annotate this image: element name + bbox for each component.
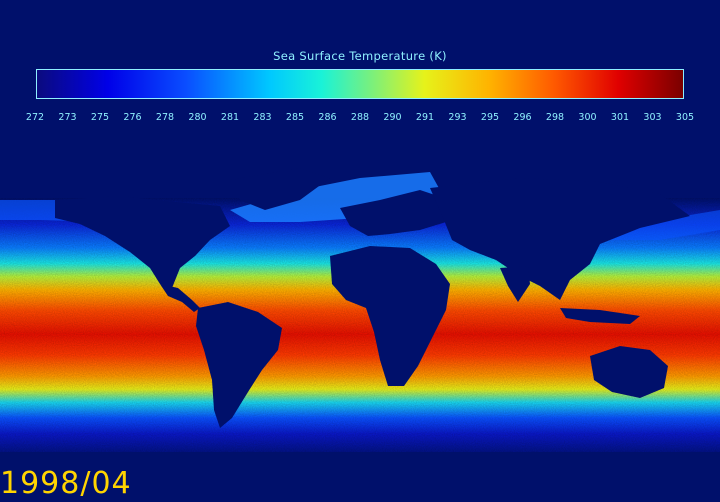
colorbar-ticks: 272 273 275 276 278 280 281 283 285 286 288 290 291 2… <box>0 112 720 126</box>
colorbar-tick-label: 301 <box>610 112 630 123</box>
land-europe <box>340 190 450 236</box>
colorbar-tick-label: 290 <box>383 112 402 123</box>
land-indonesia <box>560 308 640 324</box>
colorbar-tick-label: 293 <box>448 112 467 123</box>
colorbar-tick-label: 283 <box>253 112 272 123</box>
land-masses <box>0 168 720 460</box>
land-india <box>500 266 530 302</box>
colorbar-tick-label: 288 <box>350 112 370 123</box>
colorbar-tick-label: 305 <box>675 112 695 123</box>
colorbar-tick-label: 295 <box>480 112 500 123</box>
colorbar-tick-label: 285 <box>285 112 305 123</box>
land-greenland <box>230 168 330 210</box>
sst-map <box>0 168 720 460</box>
land-asia <box>430 178 690 300</box>
land-africa <box>330 246 450 386</box>
colorbar-tick-label: 281 <box>220 112 240 123</box>
north-pacific-east-ocean <box>600 210 720 240</box>
land-north-america <box>55 196 230 288</box>
colorbar-tick-label: 273 <box>58 112 77 123</box>
colorbar-tick-label: 300 <box>578 112 597 123</box>
colorbar-tick-label: 272 <box>25 112 45 123</box>
colorbar-tick-label: 275 <box>90 112 110 123</box>
colorbar-tick-label: 286 <box>318 112 337 123</box>
colorbar-tick-label: 280 <box>188 112 207 123</box>
land-central-america <box>160 284 200 312</box>
land-australia <box>590 346 668 398</box>
date-label: 1998/04 <box>0 466 132 501</box>
land-antarctica <box>0 452 720 460</box>
colorbar-tick-label: 298 <box>545 112 565 123</box>
colorbar-tick-label: 278 <box>155 112 175 123</box>
colorbar-tick-label: 276 <box>123 112 142 123</box>
colorbar-title: Sea Surface Temperature (K) <box>273 49 447 63</box>
colorbar-tick-label: 291 <box>415 112 435 123</box>
land-south-america <box>196 302 282 428</box>
colorbar-tick-label: 296 <box>513 112 532 123</box>
colorbar-tick-label: 303 <box>643 112 662 123</box>
colorbar <box>36 69 684 99</box>
